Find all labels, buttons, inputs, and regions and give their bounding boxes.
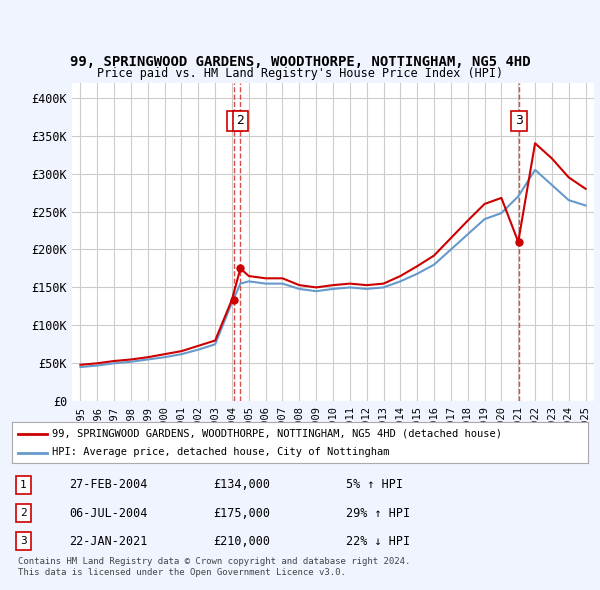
Text: £175,000: £175,000 (214, 507, 271, 520)
Text: 06-JUL-2004: 06-JUL-2004 (70, 507, 148, 520)
Text: 3: 3 (20, 536, 27, 546)
Text: 1: 1 (20, 480, 27, 490)
Text: Price paid vs. HM Land Registry's House Price Index (HPI): Price paid vs. HM Land Registry's House … (97, 67, 503, 80)
Text: £134,000: £134,000 (214, 478, 271, 491)
Text: 3: 3 (515, 114, 523, 127)
Text: £210,000: £210,000 (214, 535, 271, 548)
Text: 27-FEB-2004: 27-FEB-2004 (70, 478, 148, 491)
Text: HPI: Average price, detached house, City of Nottingham: HPI: Average price, detached house, City… (52, 447, 390, 457)
Text: 2: 2 (236, 114, 244, 127)
Text: 22-JAN-2021: 22-JAN-2021 (70, 535, 148, 548)
Text: 22% ↓ HPI: 22% ↓ HPI (346, 535, 410, 548)
Text: 1: 1 (230, 114, 238, 127)
Text: 99, SPRINGWOOD GARDENS, WOODTHORPE, NOTTINGHAM, NG5 4HD (detached house): 99, SPRINGWOOD GARDENS, WOODTHORPE, NOTT… (52, 428, 502, 438)
Text: 5% ↑ HPI: 5% ↑ HPI (346, 478, 403, 491)
Text: This data is licensed under the Open Government Licence v3.0.: This data is licensed under the Open Gov… (18, 568, 346, 577)
Text: 29% ↑ HPI: 29% ↑ HPI (346, 507, 410, 520)
Text: Contains HM Land Registry data © Crown copyright and database right 2024.: Contains HM Land Registry data © Crown c… (18, 557, 410, 566)
Text: 2: 2 (20, 508, 27, 518)
Text: 99, SPRINGWOOD GARDENS, WOODTHORPE, NOTTINGHAM, NG5 4HD: 99, SPRINGWOOD GARDENS, WOODTHORPE, NOTT… (70, 55, 530, 69)
